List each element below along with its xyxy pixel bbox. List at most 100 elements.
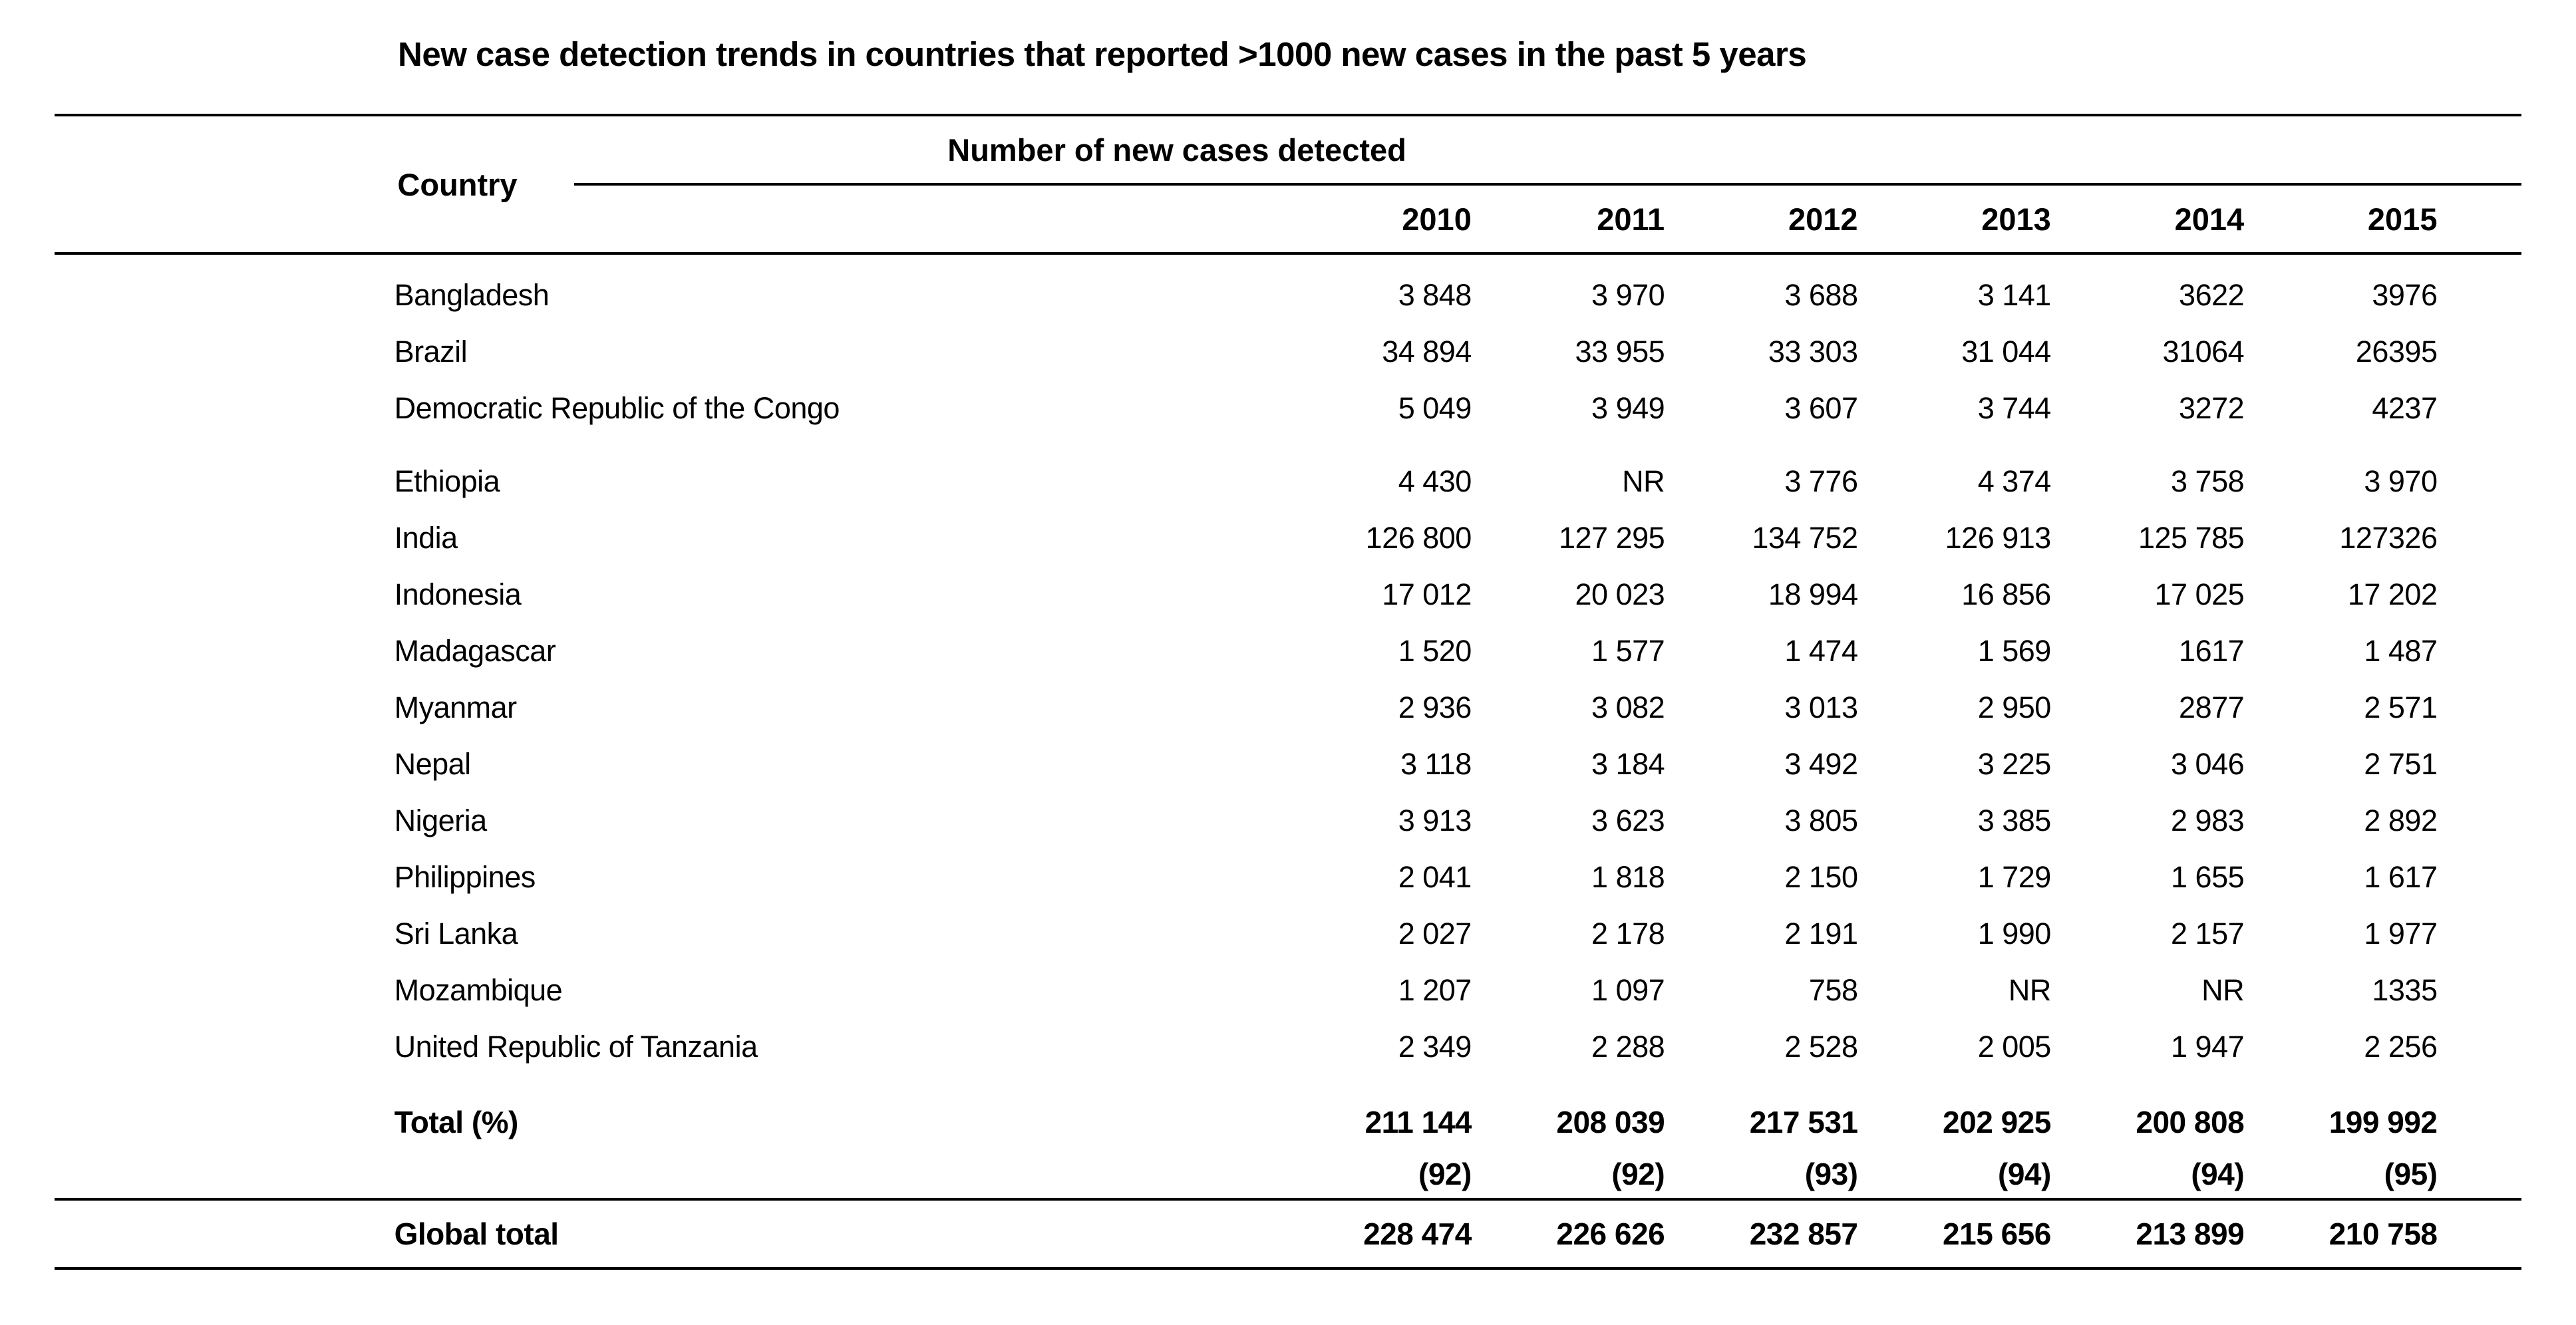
value-cell: 1 617 bbox=[2364, 859, 2438, 894]
value-cell: 215 656 bbox=[1943, 1217, 2051, 1251]
value-cell: 2 041 bbox=[1398, 859, 1472, 894]
global-total-row: Global total 228 474 226 626 232 857 215 656… bbox=[55, 1198, 2521, 1270]
value-cell: NR bbox=[2201, 972, 2245, 1007]
total-row: Total (%) 211 144 208 039 217 531 202 925 200… bbox=[55, 1094, 2521, 1150]
country-cell: Philippines bbox=[394, 859, 536, 894]
value-cell: 2 178 bbox=[1591, 916, 1665, 951]
value-cell: 2 157 bbox=[2171, 916, 2245, 951]
value-cell: 3 013 bbox=[1784, 690, 1858, 724]
value-cell: 3 184 bbox=[1591, 746, 1665, 781]
country-cell: Mozambique bbox=[394, 972, 563, 1007]
value-cell: (94) bbox=[2191, 1157, 2245, 1191]
country-cell: Myanmar bbox=[394, 690, 518, 724]
country-cell: Total (%) bbox=[394, 1104, 519, 1139]
value-cell: (92) bbox=[1418, 1157, 1472, 1191]
value-cell: 217 531 bbox=[1749, 1104, 1858, 1139]
table-row: Ethiopia 4 430 NR 3 776 4 374 3 758 3 970 bbox=[55, 453, 2521, 510]
country-column-header: Country bbox=[397, 166, 518, 202]
value-cell: 3 607 bbox=[1784, 390, 1858, 425]
group-column-header: Number of new cases detected bbox=[947, 132, 1406, 168]
value-cell: 1 947 bbox=[2171, 1029, 2245, 1064]
country-cell: Global total bbox=[394, 1217, 559, 1251]
value-cell: 17 025 bbox=[2154, 577, 2245, 611]
header-divider-line bbox=[573, 183, 2521, 186]
value-cell: 2 751 bbox=[2364, 746, 2438, 781]
value-cell: 226 626 bbox=[1556, 1217, 1665, 1251]
country-cell: United Republic of Tanzania bbox=[394, 1029, 758, 1064]
country-cell: Ethiopia bbox=[394, 464, 500, 498]
value-cell: (92) bbox=[1611, 1157, 1665, 1191]
table-row: Sri Lanka 2 027 2 178 2 191 1 990 2 157 1 977 bbox=[55, 905, 2521, 962]
value-cell: 2 983 bbox=[2171, 803, 2245, 837]
value-cell: 2 528 bbox=[1784, 1029, 1858, 1064]
value-cell: 1 655 bbox=[2171, 859, 2245, 894]
value-cell: 2 005 bbox=[1977, 1029, 2052, 1064]
value-cell: 3 758 bbox=[2171, 464, 2245, 498]
value-cell: 3622 bbox=[2179, 277, 2245, 312]
value-cell: 4 430 bbox=[1398, 464, 1472, 498]
value-cell: 3 949 bbox=[1591, 390, 1665, 425]
year-column-header: 2013 bbox=[1981, 201, 2051, 237]
table-row: United Republic of Tanzania 2 349 2 288 2 5… bbox=[55, 1018, 2521, 1075]
value-cell: 20 023 bbox=[1575, 577, 1665, 611]
year-column-header: 2011 bbox=[1597, 201, 1665, 237]
value-cell: 26395 bbox=[2355, 334, 2438, 368]
value-cell: 3976 bbox=[2372, 277, 2438, 312]
value-cell: 3 225 bbox=[1977, 746, 2052, 781]
country-cell: Bangladesh bbox=[394, 277, 550, 312]
value-cell: 2 950 bbox=[1977, 690, 2052, 724]
value-cell: 3 744 bbox=[1977, 390, 2052, 425]
value-cell: 1617 bbox=[2179, 633, 2245, 668]
country-cell: Brazil bbox=[394, 334, 468, 368]
value-cell: 16 856 bbox=[1961, 577, 2051, 611]
table-row: Bangladesh 3 848 3 970 3 688 3 141 3622 3976 bbox=[55, 267, 2521, 323]
value-cell: 31064 bbox=[2162, 334, 2245, 368]
value-cell: 125 785 bbox=[2138, 520, 2245, 555]
value-cell: 2877 bbox=[2179, 690, 2245, 724]
value-cell: 3 082 bbox=[1591, 690, 1665, 724]
value-cell: 17 012 bbox=[1382, 577, 1472, 611]
value-cell: 3 848 bbox=[1398, 277, 1472, 312]
value-cell: 3 623 bbox=[1591, 803, 1665, 837]
value-cell: 1 729 bbox=[1977, 859, 2052, 894]
document-page: New case detection trends in countries t… bbox=[55, 35, 2521, 1270]
table-title: New case detection trends in countries t… bbox=[398, 35, 1807, 73]
country-cell: Indonesia bbox=[394, 577, 522, 611]
value-cell: 2 027 bbox=[1398, 916, 1472, 951]
value-cell: 3 118 bbox=[1400, 746, 1472, 781]
value-cell: 210 758 bbox=[2329, 1217, 2438, 1251]
value-cell: 4237 bbox=[2372, 390, 2438, 425]
value-cell: 1 487 bbox=[2364, 633, 2438, 668]
value-cell: 1 207 bbox=[1398, 972, 1472, 1007]
value-cell: 208 039 bbox=[1556, 1104, 1665, 1139]
country-cell: India bbox=[394, 520, 458, 555]
table-row: Nigeria 3 913 3 623 3 805 3 385 2 983 2 892 bbox=[55, 792, 2521, 849]
value-cell: 127326 bbox=[2339, 520, 2438, 555]
value-cell: 1 577 bbox=[1591, 633, 1665, 668]
value-cell: 3 492 bbox=[1784, 746, 1858, 781]
value-cell: 5 049 bbox=[1398, 390, 1472, 425]
value-cell: 1 818 bbox=[1591, 859, 1665, 894]
country-cell: Nepal bbox=[394, 746, 472, 781]
table-row: Brazil 34 894 33 955 33 303 31 044 31064 26395 bbox=[55, 323, 2521, 380]
value-cell: NR bbox=[1622, 464, 1665, 498]
value-cell: 213 899 bbox=[2136, 1217, 2245, 1251]
value-cell: 232 857 bbox=[1749, 1217, 1858, 1251]
table-row: Indonesia 17 012 20 023 18 994 16 856 17 025 1… bbox=[55, 566, 2521, 623]
value-cell: 3 970 bbox=[1591, 277, 1665, 312]
table-row: Philippines 2 041 1 818 2 150 1 729 1 655 1 61… bbox=[55, 849, 2521, 905]
table-row: Nepal 3 118 3 184 3 492 3 225 3 046 2 751 bbox=[55, 736, 2521, 792]
value-cell: 33 955 bbox=[1575, 334, 1665, 368]
value-cell: 199 992 bbox=[2329, 1104, 2438, 1139]
country-cell: Democratic Republic of the Congo bbox=[394, 390, 840, 425]
value-cell: 2 892 bbox=[2364, 803, 2438, 837]
table-row: Democratic Republic of the Congo 5 049 3 9… bbox=[55, 380, 2521, 436]
country-cell: Nigeria bbox=[394, 803, 488, 837]
value-cell: 17 202 bbox=[2347, 577, 2438, 611]
country-cell: Madagascar bbox=[394, 633, 556, 668]
value-cell: 127 295 bbox=[1559, 520, 1665, 555]
value-cell: 228 474 bbox=[1363, 1217, 1472, 1251]
value-cell: NR bbox=[2008, 972, 2052, 1007]
value-cell: (95) bbox=[2384, 1157, 2438, 1191]
table-row: Myanmar 2 936 3 082 3 013 2 950 2877 2 571 bbox=[55, 679, 2521, 736]
